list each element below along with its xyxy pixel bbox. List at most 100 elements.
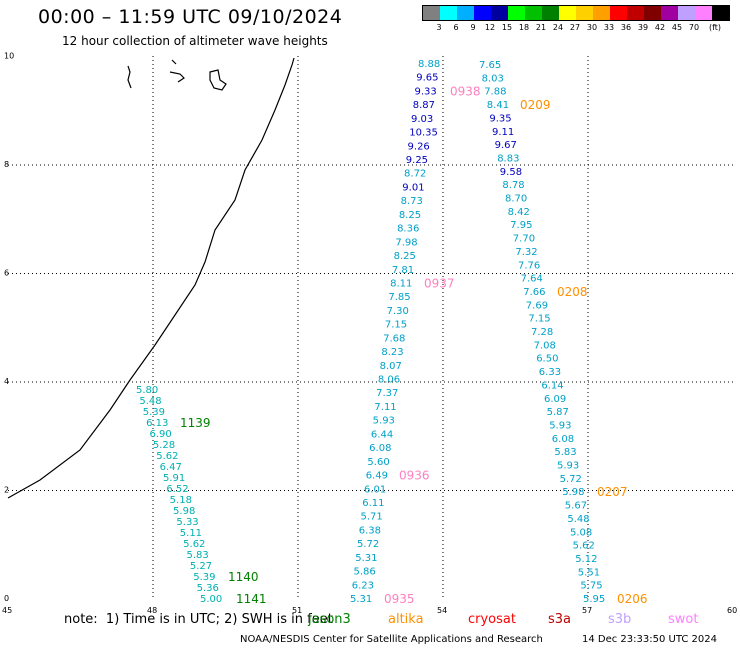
legend-swatch bbox=[559, 6, 576, 20]
legend-swatch bbox=[610, 6, 627, 20]
x-tick-label: 57 bbox=[582, 606, 592, 615]
x-tick-label: 60 bbox=[727, 606, 737, 615]
legend-swatch bbox=[576, 6, 593, 20]
legend-label: 3 bbox=[436, 23, 442, 32]
wave-height-label: 7.88 bbox=[484, 87, 506, 98]
wave-height-label: 7.70 bbox=[513, 234, 535, 245]
wave-height-label: 7.81 bbox=[392, 265, 414, 276]
wave-height-label: 5.98 bbox=[562, 487, 584, 498]
island-path bbox=[209, 69, 227, 91]
wave-height-label: 5.11 bbox=[180, 528, 202, 539]
legend-label: 6 bbox=[453, 23, 459, 32]
wave-height-label: 9.67 bbox=[495, 140, 517, 151]
wave-height-label: 5.39 bbox=[143, 407, 165, 418]
coastline bbox=[7, 57, 295, 499]
wave-height-label: 6.08 bbox=[369, 443, 391, 454]
x-tick-label: 45 bbox=[2, 606, 12, 615]
legend-label: 36 bbox=[620, 23, 632, 32]
wave-height-label: 8.72 bbox=[404, 169, 426, 180]
island-path bbox=[127, 65, 132, 89]
legend-swatch bbox=[695, 6, 712, 20]
wave-height-label: 5.12 bbox=[575, 554, 597, 565]
wave-height-label: 6.90 bbox=[149, 429, 171, 440]
wave-height-label: 10.35 bbox=[409, 128, 438, 139]
legend-label: 24 bbox=[552, 23, 564, 32]
legend-label: 15 bbox=[501, 23, 513, 32]
pass-time-label: 0938 bbox=[450, 84, 481, 98]
wave-height-label: 5.95 bbox=[583, 594, 605, 605]
pass-time-label: 1140 bbox=[228, 570, 259, 584]
wave-height-label: 7.98 bbox=[395, 237, 417, 248]
wave-height-label: 7.95 bbox=[510, 220, 532, 231]
wave-height-label: 6.44 bbox=[371, 429, 393, 440]
wave-height-label: 7.37 bbox=[376, 388, 398, 399]
wave-height-label: 7.76 bbox=[518, 260, 540, 271]
wave-height-label: 6.13 bbox=[146, 418, 168, 429]
wave-height-label: 5.98 bbox=[173, 506, 195, 517]
wave-height-label: 5.67 bbox=[565, 501, 587, 512]
x-tick-label: 48 bbox=[147, 606, 157, 615]
legend-label: (ft) bbox=[708, 23, 722, 32]
wave-height-label: 6.50 bbox=[536, 354, 558, 365]
x-tick-label: 54 bbox=[437, 606, 447, 615]
wave-height-label: 5.93 bbox=[373, 416, 395, 427]
wave-height-label: 5.39 bbox=[193, 572, 215, 583]
y-tick-label: 4 bbox=[4, 377, 9, 386]
wave-height-label: 6.47 bbox=[160, 462, 182, 473]
legend-swatch bbox=[440, 6, 457, 20]
legend-swatch bbox=[491, 6, 508, 20]
wave-height-label: 6.09 bbox=[544, 394, 566, 405]
y-tick-label: 10 bbox=[4, 52, 14, 61]
x-tick-label: 51 bbox=[292, 606, 302, 615]
coastline-path bbox=[7, 57, 295, 499]
wave-height-label: 7.68 bbox=[383, 333, 405, 344]
pass-time-label: 0937 bbox=[424, 276, 455, 290]
legend-swatch bbox=[644, 6, 661, 20]
satellite-label-s3a: s3a bbox=[548, 612, 572, 627]
wave-height-label: 9.26 bbox=[408, 141, 430, 152]
wave-height-label: 5.86 bbox=[353, 567, 375, 578]
axis-ticks: 45 48 51 54 57 60 0 2 4 6 8 10 bbox=[2, 52, 737, 616]
legend-label: 45 bbox=[671, 23, 683, 32]
wave-height-label: 7.69 bbox=[526, 300, 548, 311]
pass-time-label: 0208 bbox=[557, 285, 588, 299]
pass-time-label: 1141 bbox=[236, 592, 267, 606]
map-subtitle: 12 hour collection of altimeter wave hei… bbox=[62, 34, 328, 48]
wave-height-label: 6.38 bbox=[359, 525, 381, 536]
wave-height-label: 5.51 bbox=[578, 567, 600, 578]
legend-swatch bbox=[712, 6, 729, 20]
pass-time-label: 0209 bbox=[520, 98, 551, 112]
legend-swatch bbox=[593, 6, 610, 20]
legend-swatch bbox=[508, 6, 525, 20]
legend-label: 39 bbox=[637, 23, 649, 32]
wave-height-label: 5.75 bbox=[580, 581, 602, 592]
satellite-label-swot: swot bbox=[668, 612, 699, 627]
wave-height-label: 6.08 bbox=[552, 434, 574, 445]
wave-height-label: 8.87 bbox=[413, 100, 435, 111]
wave-height-label: 6.01 bbox=[364, 484, 386, 495]
wave-height-label: 5.00 bbox=[200, 594, 222, 605]
wave-height-label: 5.48 bbox=[567, 514, 589, 525]
wave-height-label: 5.31 bbox=[350, 594, 372, 605]
y-tick-label: 8 bbox=[4, 160, 9, 169]
y-tick-label: 0 bbox=[4, 594, 9, 603]
wave-height-label: 8.41 bbox=[487, 100, 509, 111]
wave-height-label: 9.03 bbox=[411, 114, 433, 125]
wave-height-label: 8.36 bbox=[397, 224, 419, 235]
wave-height-label: 9.65 bbox=[416, 73, 438, 84]
wave-height-label: 7.65 bbox=[479, 60, 501, 71]
wave-height-label: 5.33 bbox=[176, 517, 198, 528]
altimeter-tracks: 5.805.485.396.136.905.285.626.475.916.52… bbox=[136, 59, 648, 606]
wave-height-label: 7.66 bbox=[523, 287, 545, 298]
legend-label: 27 bbox=[569, 23, 581, 32]
wave-height-label: 8.73 bbox=[401, 196, 423, 207]
wave-height-label: 8.42 bbox=[508, 207, 530, 218]
wave-height-label: 5.72 bbox=[357, 539, 379, 550]
wave-height-label: 9.58 bbox=[500, 167, 522, 178]
legend-label: 33 bbox=[603, 23, 615, 32]
wave-height-label: 8.70 bbox=[505, 194, 527, 205]
wave-height-label: 6.33 bbox=[539, 367, 561, 378]
wave-height-label: 5.93 bbox=[557, 461, 579, 472]
pass-time-label: 0936 bbox=[399, 469, 430, 483]
